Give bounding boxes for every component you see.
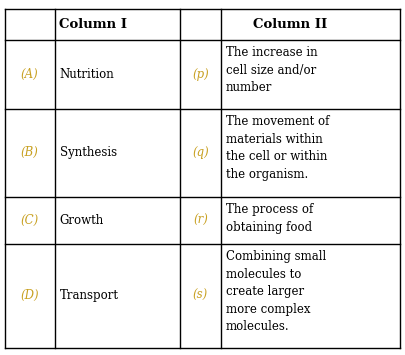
Text: (B): (B): [21, 146, 39, 159]
Text: Nutrition: Nutrition: [60, 68, 114, 81]
Text: (p): (p): [192, 68, 209, 81]
Text: (C): (C): [21, 214, 39, 227]
Text: The movement of
materials within
the cell or within
the organism.: The movement of materials within the cel…: [226, 115, 329, 181]
Text: (A): (A): [21, 68, 38, 81]
Text: (D): (D): [21, 289, 39, 302]
Text: (s): (s): [193, 289, 208, 302]
Text: (r): (r): [193, 214, 208, 227]
Text: Synthesis: Synthesis: [60, 146, 117, 159]
Text: Column I: Column I: [59, 18, 126, 31]
Text: The increase in
cell size and/or
number: The increase in cell size and/or number: [226, 46, 317, 94]
Text: (q): (q): [192, 146, 209, 159]
Text: The process of
obtaining food: The process of obtaining food: [226, 203, 313, 234]
Text: Column II: Column II: [253, 18, 327, 31]
Text: Transport: Transport: [60, 289, 119, 302]
Text: Combining small
molecules to
create larger
more complex
molecules.: Combining small molecules to create larg…: [226, 250, 326, 333]
Text: Growth: Growth: [60, 214, 104, 227]
